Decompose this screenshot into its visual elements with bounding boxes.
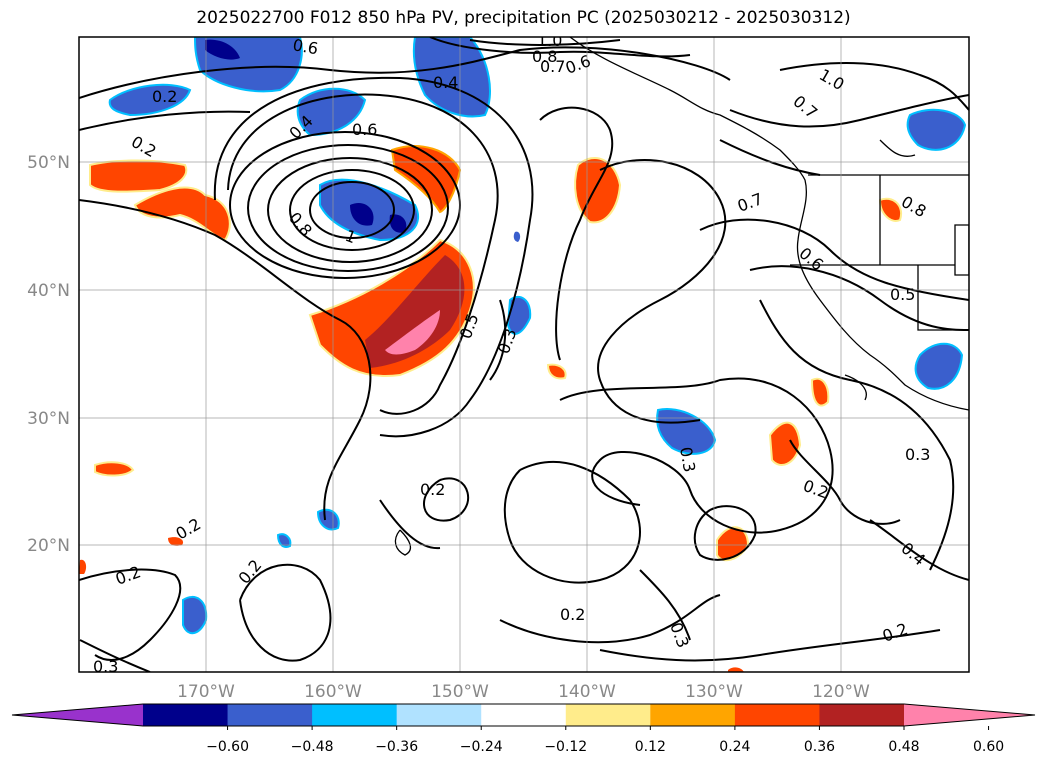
contour-label: 0.2 [880, 619, 910, 646]
contour-label: 0.8 [898, 192, 930, 221]
contour-label: 0.7 [789, 92, 821, 123]
colorbar-segment [734, 704, 820, 726]
map-title: 2025022700 F012 850 hPa PV, precipitatio… [196, 8, 851, 28]
contour-label: 0.6 [291, 35, 319, 58]
colorbar-tick-label: −0.60 [206, 739, 249, 755]
colorbar-tick-label: −0.12 [544, 739, 587, 755]
lat-axis-labels: 50°N 40°N 30°N 20°N [27, 153, 70, 556]
map-content: 0.6 1.0 0.8 0.7 0.6 0.2 0.4 0.2 0.4 0.6 … [79, 31, 969, 676]
map-frame [78, 36, 970, 673]
colorbar-tick-label: 0.60 [973, 739, 1004, 755]
colorbar: −0.60 −0.48 −0.36 −0.24 −0.12 0.12 0.24 0.36 0.4… [11, 703, 1036, 755]
contour-label: 0.3 [93, 657, 118, 676]
colorbar-tick-label: 0.36 [804, 739, 835, 755]
pv-contours [79, 37, 969, 672]
contour-label: 0.6 [563, 51, 593, 78]
lon-label: 160°W [304, 682, 362, 702]
lon-label: 170°W [177, 682, 235, 702]
colorbar-segment [143, 704, 229, 726]
precip-positive-areas [79, 145, 903, 672]
contour-label: 0.8 [532, 47, 557, 66]
contour-label: 0.2 [128, 132, 160, 161]
lat-label: 50°N [27, 153, 70, 173]
contour-label: 0.7 [735, 189, 765, 216]
contour-label: 0.3 [676, 445, 699, 473]
lon-label: 130°W [685, 682, 743, 702]
contour-label: 0.3 [666, 620, 693, 650]
contour-label: 0.6 [795, 244, 827, 275]
contour-label: 0.2 [152, 87, 177, 106]
contour-label: 0.2 [113, 562, 143, 589]
colorbar-extend-high [904, 704, 1035, 726]
graticule [79, 37, 969, 672]
colorbar-segment [650, 704, 736, 726]
colorbar-segment [481, 704, 567, 726]
colorbar-outline [11, 703, 1036, 727]
colorbar-tick-label: −0.24 [460, 739, 503, 755]
contour-label: 0.3 [905, 445, 930, 464]
colorbar-tick-label: −0.48 [291, 739, 334, 755]
colorbar-segment [396, 704, 482, 726]
lon-label: 140°W [558, 682, 616, 702]
contour-label: 0.4 [433, 73, 458, 92]
colorbar-segment [819, 704, 905, 726]
colorbar-segment [312, 704, 398, 726]
contour-label: 1.0 [816, 65, 848, 94]
contour-label: 0.5 [890, 285, 915, 304]
colorbar-segment [565, 704, 651, 726]
contour-label: 0.2 [235, 556, 266, 588]
contour-label: 0.2 [420, 480, 445, 499]
colorbar-tick-label: −0.36 [375, 739, 418, 755]
contour-label: 1.0 [537, 31, 562, 50]
lon-axis-labels: 170°W 160°W 150°W 140°W 130°W 120°W [177, 682, 870, 702]
coastlines [394, 37, 969, 556]
contour-label: 0.2 [560, 605, 585, 624]
lon-label: 150°W [431, 682, 489, 702]
contour-label: 0.6 [352, 120, 377, 139]
colorbar-tick-label: 0.12 [635, 739, 666, 755]
colorbar-segment [227, 704, 313, 726]
colorbar-extend-low [12, 704, 143, 726]
contour-label: 0.7 [540, 57, 565, 76]
precip-negative-areas [108, 37, 967, 635]
lat-label: 30°N [27, 409, 70, 429]
lat-label: 20°N [27, 536, 70, 556]
lon-label: 120°W [812, 682, 870, 702]
colorbar-tick-label: 0.48 [888, 739, 919, 755]
lat-label: 40°N [27, 281, 70, 301]
colorbar-tick-label: 0.24 [719, 739, 750, 755]
